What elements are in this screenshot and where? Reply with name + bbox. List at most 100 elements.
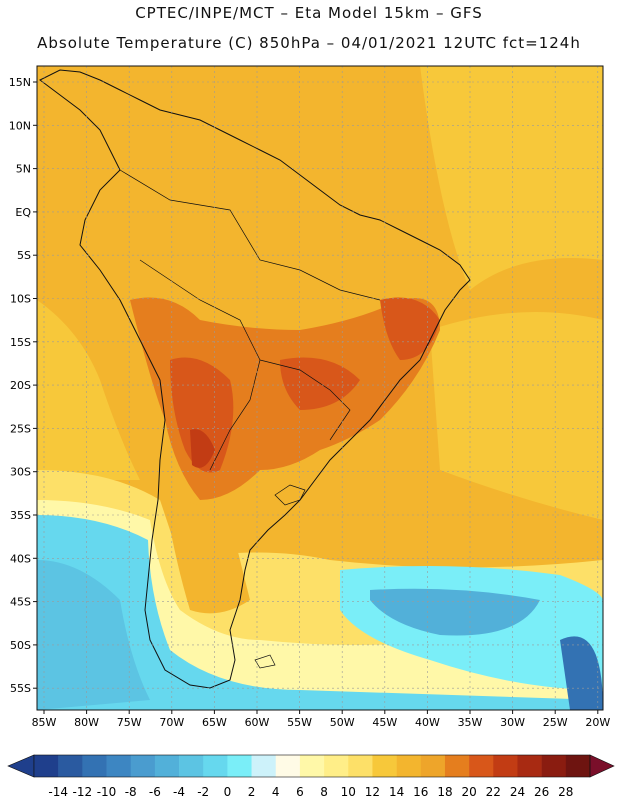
lon-tick-label: 60W [245, 716, 270, 729]
colorbar-label: 0 [224, 785, 232, 799]
longitude-ticks: 85W 80W 75W 70W 65W 60W 55W 50W 45W 40W 35W 30W 25W 2… [32, 710, 610, 729]
colorbar-label: -14 [48, 785, 68, 799]
map-frame [36, 65, 604, 711]
lat-tick-label: 40S [10, 552, 31, 565]
field-pacific [37, 300, 140, 480]
lon-tick-label: 20W [585, 716, 610, 729]
colorbar-label: -2 [197, 785, 209, 799]
colorbar-swatch [154, 755, 180, 777]
colorbar-label: -12 [73, 785, 93, 799]
colorbar-swatch [565, 755, 591, 777]
colorbar-swatch [396, 755, 422, 777]
colorbar-label: 18 [437, 785, 452, 799]
lat-tick-label: 25S [10, 422, 31, 435]
field-hotspot-ne [380, 297, 440, 360]
field-hotspot-chaco [170, 357, 234, 473]
lat-tick-label: 10N [9, 119, 31, 132]
latitude-ticks: 15N 10N 5N EQ 5S 10S 15S 20S 25S 30S 35S 40S 45S 50S 5… [9, 76, 37, 695]
colorbar-swatch [444, 755, 470, 777]
colorbar-swatch [541, 755, 567, 777]
colorbar-label: 20 [461, 785, 476, 799]
lon-tick-label: 40W [415, 716, 440, 729]
colorbar-swatch [34, 755, 59, 777]
chart-title-line2: Absolute Temperature (C) 850hPa – 04/01/… [37, 34, 581, 52]
field-cold-corner [560, 636, 603, 710]
colorbar-swatch [82, 755, 107, 777]
lon-tick-label: 65W [202, 716, 227, 729]
lat-tick-label: 35S [10, 509, 31, 522]
colorbar-swatch [275, 755, 301, 777]
colorbar-label: -4 [173, 785, 185, 799]
lon-tick-label: 50W [330, 716, 355, 729]
field-cold-cyan [37, 515, 603, 710]
lat-tick-label: 45S [10, 596, 31, 609]
colorbar-swatch [203, 755, 228, 777]
colorbar-label: 14 [389, 785, 404, 799]
lon-tick-label: 35W [458, 716, 483, 729]
colorbar-label: -6 [149, 785, 161, 799]
lat-tick-label: 10S [10, 293, 31, 306]
colorbar-label: -10 [97, 785, 117, 799]
colorbar-swatch [227, 755, 252, 777]
field-ocean-e [430, 312, 603, 520]
colorbar-swatch [58, 755, 83, 777]
falklands [254, 654, 276, 669]
colorbar: -14 -12 -10 -8 -6 -4 -2 0 2 4 6 8 10 12 14 16 18 20 22 24 26… [7, 754, 615, 799]
colorbar-label: 2 [248, 785, 256, 799]
borders-south [259, 359, 351, 441]
colorbar-swatch [130, 755, 156, 777]
lon-tick-label: 45W [372, 716, 397, 729]
colorbar-arrow-left [7, 754, 35, 778]
field-cold-pacific [37, 560, 150, 710]
colorbar-label: 4 [272, 785, 280, 799]
lat-tick-label: 5N [16, 163, 31, 176]
colorbar-swatch [493, 755, 518, 777]
colorbar-label: 28 [558, 785, 573, 799]
colorbar-swatch [106, 755, 131, 777]
coastline [39, 69, 471, 689]
lon-tick-label: 75W [117, 716, 142, 729]
lon-tick-label: 85W [32, 716, 57, 729]
colorbar-swatch [348, 755, 373, 777]
lon-tick-label: 70W [159, 716, 184, 729]
lat-tick-label: 50S [10, 639, 31, 652]
field-cold-core [370, 588, 540, 636]
lat-tick-label: 20S [10, 379, 31, 392]
colorbar-swatch [299, 755, 325, 777]
border-uruguay [274, 484, 306, 506]
colorbar-swatch [420, 755, 446, 777]
colorbar-swatch [469, 755, 494, 777]
chart-title-line1: CPTEC/INPE/MCT – Eta Model 15km – GFS [135, 4, 483, 22]
field-patagonia [165, 500, 250, 614]
colorbar-label: -8 [125, 785, 137, 799]
colorbar-swatch [324, 755, 349, 777]
borders-north [119, 169, 381, 301]
colorbar-swatch [179, 755, 204, 777]
temperature-field [37, 66, 603, 710]
colorbar-frame [33, 754, 591, 778]
lon-tick-label: 55W [287, 716, 312, 729]
colorbar-label: 6 [296, 785, 304, 799]
colorbar-swatch [372, 755, 397, 777]
lat-tick-label: EQ [15, 206, 31, 219]
colorbar-label: 24 [510, 785, 525, 799]
lat-tick-label: 5S [17, 249, 31, 262]
lat-tick-label: 30S [10, 466, 31, 479]
lat-tick-label: 15S [10, 336, 31, 349]
lat-tick-label: 15N [9, 76, 31, 89]
colorbar-label: 10 [341, 785, 356, 799]
colorbar-label: 12 [365, 785, 380, 799]
colorbar-swatch [517, 755, 542, 777]
field-hotspot-core [190, 429, 215, 468]
gridlines [37, 66, 603, 710]
lon-tick-label: 25W [543, 716, 568, 729]
colorbar-arrow-right [589, 754, 615, 778]
colorbar-label: 22 [486, 785, 501, 799]
lon-tick-label: 80W [74, 716, 99, 729]
lat-tick-label: 55S [10, 682, 31, 695]
colorbar-label: 26 [534, 785, 549, 799]
colorbar-swatch [251, 755, 277, 777]
lon-tick-label: 30W [500, 716, 525, 729]
colorbar-label: 16 [413, 785, 428, 799]
